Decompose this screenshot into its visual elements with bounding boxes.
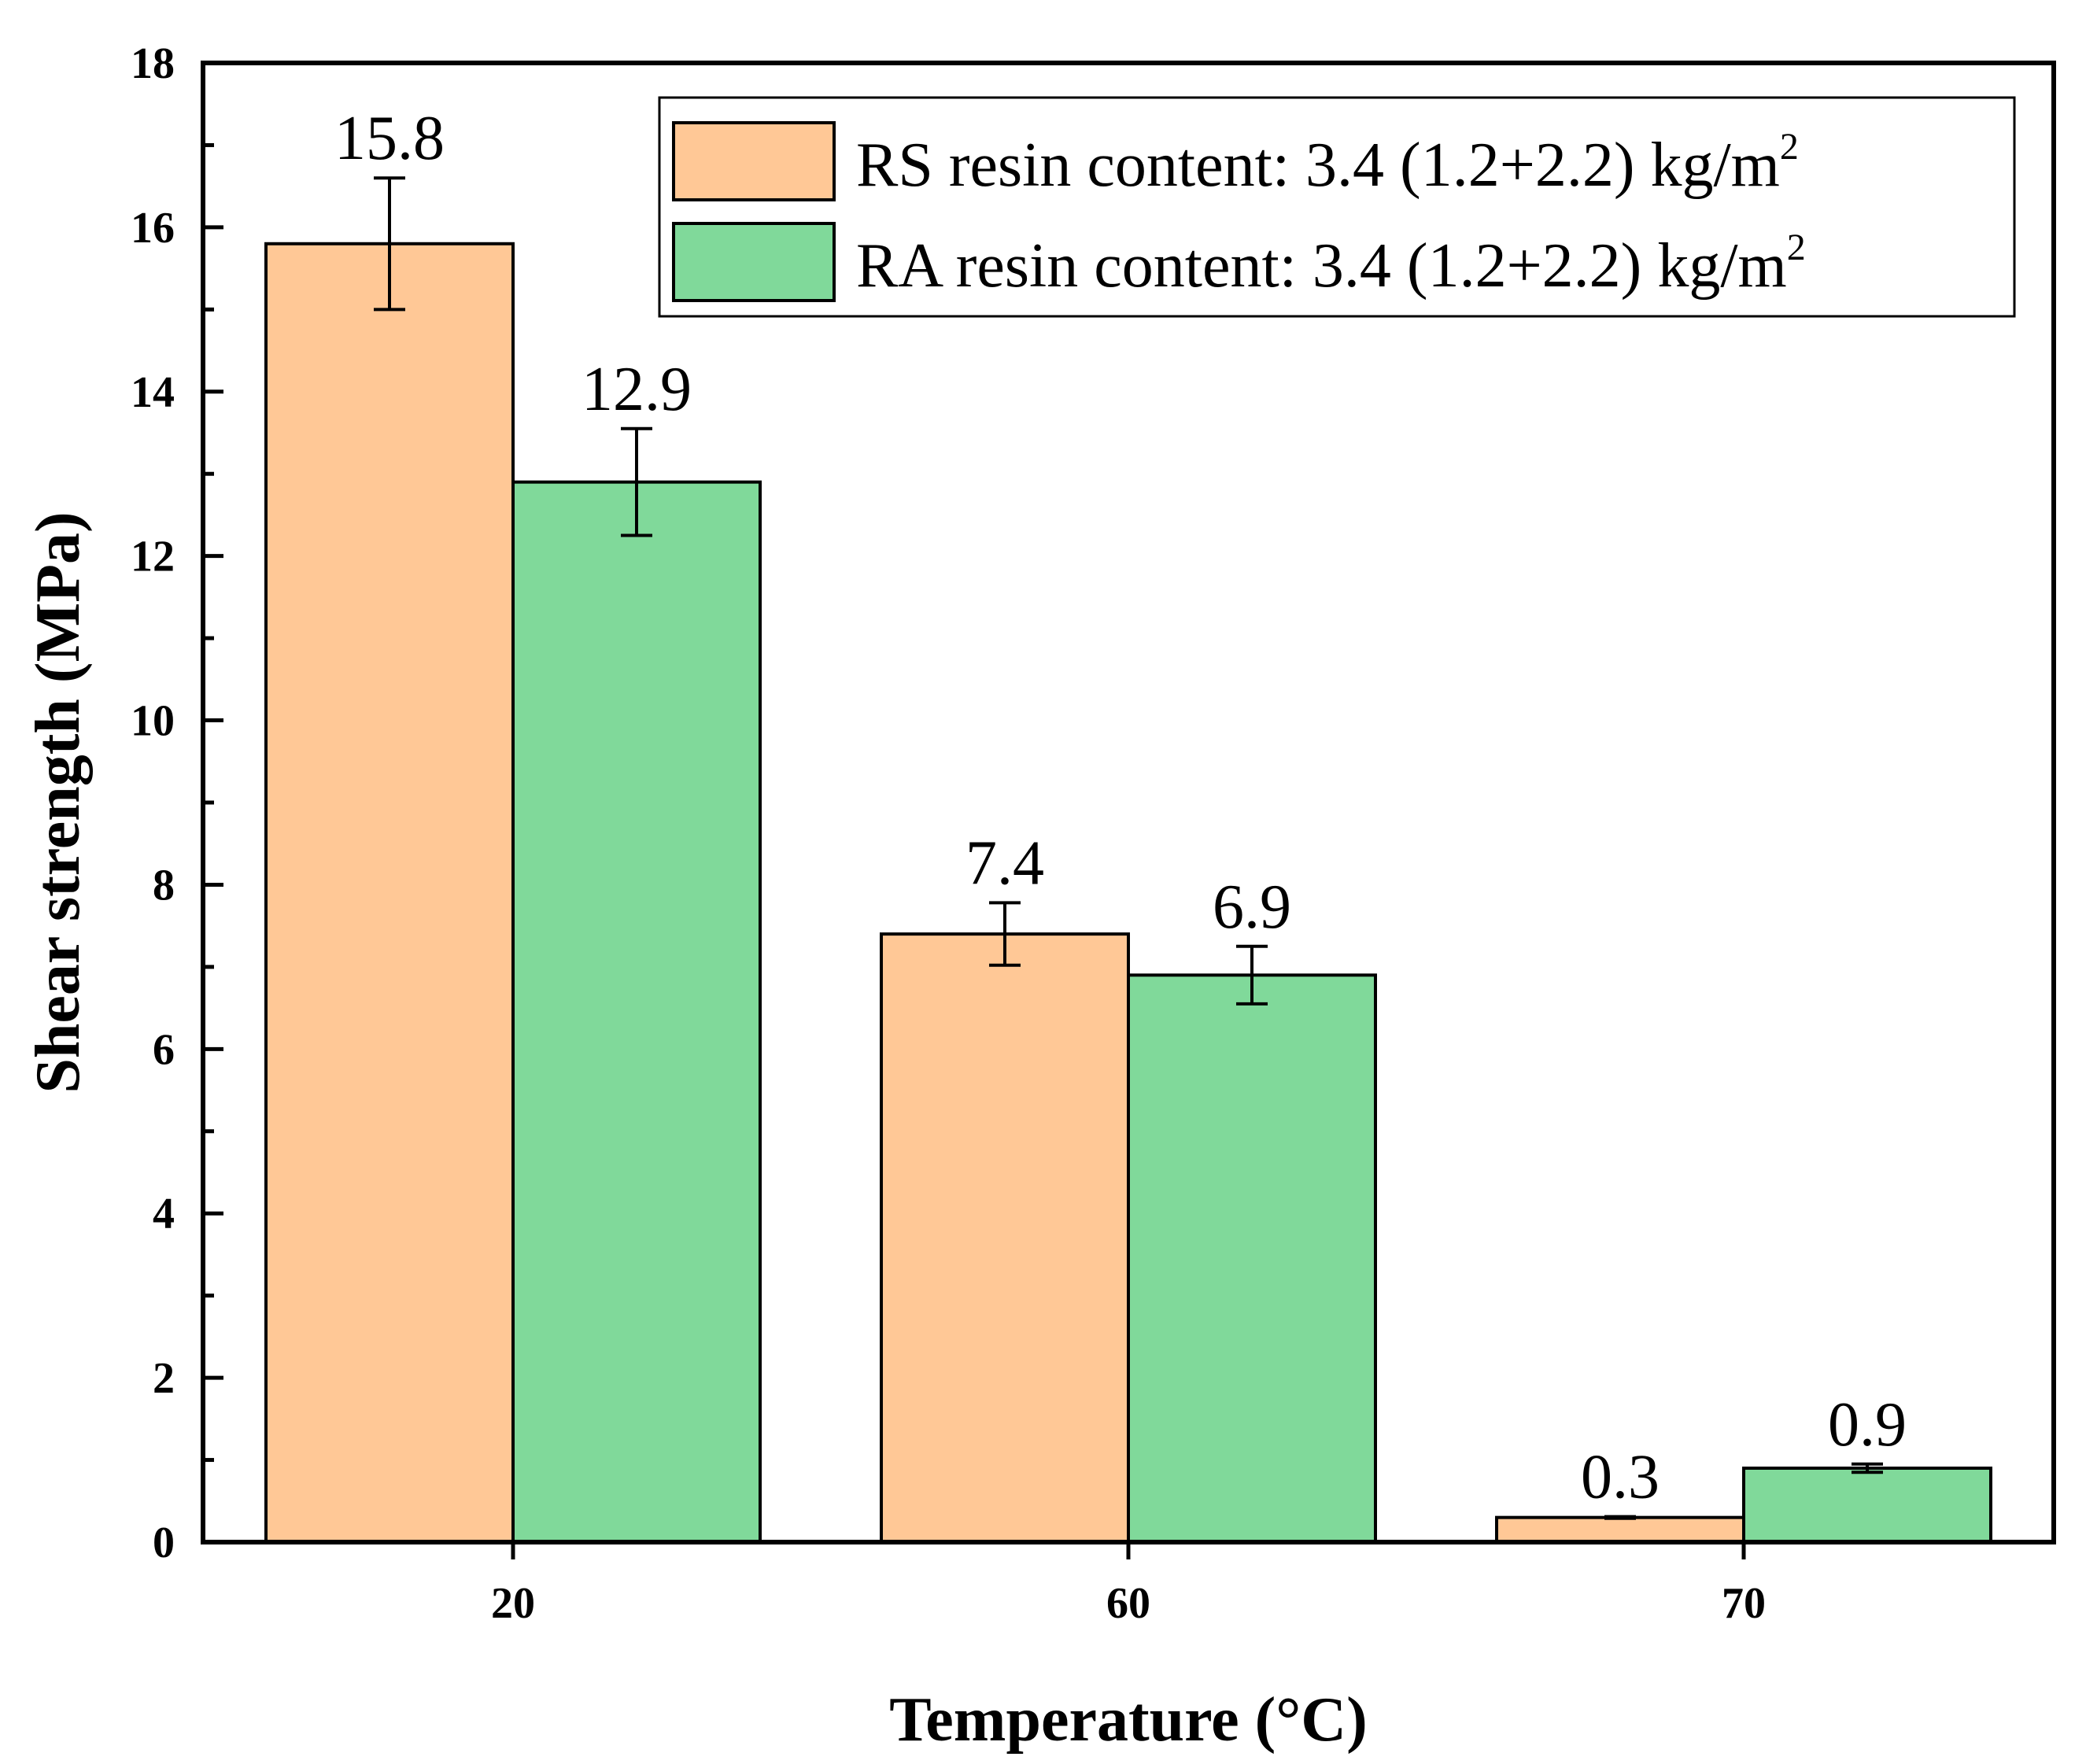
- y-tick-label: 10: [131, 697, 175, 746]
- bar-rs-70: [1495, 1515, 1745, 1544]
- legend-swatch-rs: [672, 121, 836, 201]
- plot-bars: 15.8 12.9 7.4 6.9 0.3 0.9: [264, 104, 1992, 1544]
- bar-rs-20: [264, 242, 515, 1544]
- legend-label-ra: RA resin content: 3.4 (1.2+2.2) kg/m2: [856, 227, 1806, 301]
- y-tick-label: 6: [153, 1025, 175, 1074]
- y-tick-label: 14: [131, 368, 175, 417]
- legend-box: [658, 96, 2016, 318]
- bar-ra-70: [1742, 1467, 1992, 1544]
- plot-frame: [201, 61, 2056, 1544]
- bar-ra-60: [1127, 973, 1377, 1544]
- y-tick-label: 18: [131, 39, 175, 88]
- y-tick-label: 0: [153, 1519, 175, 1567]
- x-axis-ticks: 20 60 70: [491, 1542, 1766, 1628]
- y-tick-label: 12: [131, 533, 175, 581]
- bar-ra-20: [511, 480, 762, 1544]
- value-label: 0.3: [1581, 1443, 1660, 1512]
- legend-label-rs: RS resin content: 3.4 (1.2+2.2) kg/m2: [856, 126, 1799, 200]
- value-label: 12.9: [581, 355, 692, 424]
- y-axis-title: Shear strength (MPa): [24, 511, 93, 1093]
- value-label: 0.9: [1828, 1390, 1907, 1460]
- x-tick-label: 70: [1722, 1579, 1766, 1628]
- y-tick-label: 2: [153, 1354, 175, 1403]
- value-label: 15.8: [334, 104, 445, 173]
- y-axis-ticks: 0 2 4 6 8 10 12 14 16 18: [131, 39, 223, 1567]
- value-label: 6.9: [1213, 873, 1291, 942]
- y-tick-label: 4: [153, 1190, 175, 1238]
- x-tick-label: 60: [1106, 1579, 1150, 1628]
- legend: RS resin content: 3.4 (1.2+2.2) kg/m2 RA…: [658, 96, 2016, 318]
- x-tick-label: 20: [491, 1579, 535, 1628]
- bar-rs-60: [880, 932, 1130, 1544]
- x-axis-title: Temperature (°C): [889, 1685, 1367, 1755]
- y-tick-label: 8: [153, 861, 175, 910]
- y-tick-label: 16: [131, 204, 175, 253]
- value-label: 7.4: [965, 828, 1044, 898]
- legend-swatch-ra: [672, 222, 836, 302]
